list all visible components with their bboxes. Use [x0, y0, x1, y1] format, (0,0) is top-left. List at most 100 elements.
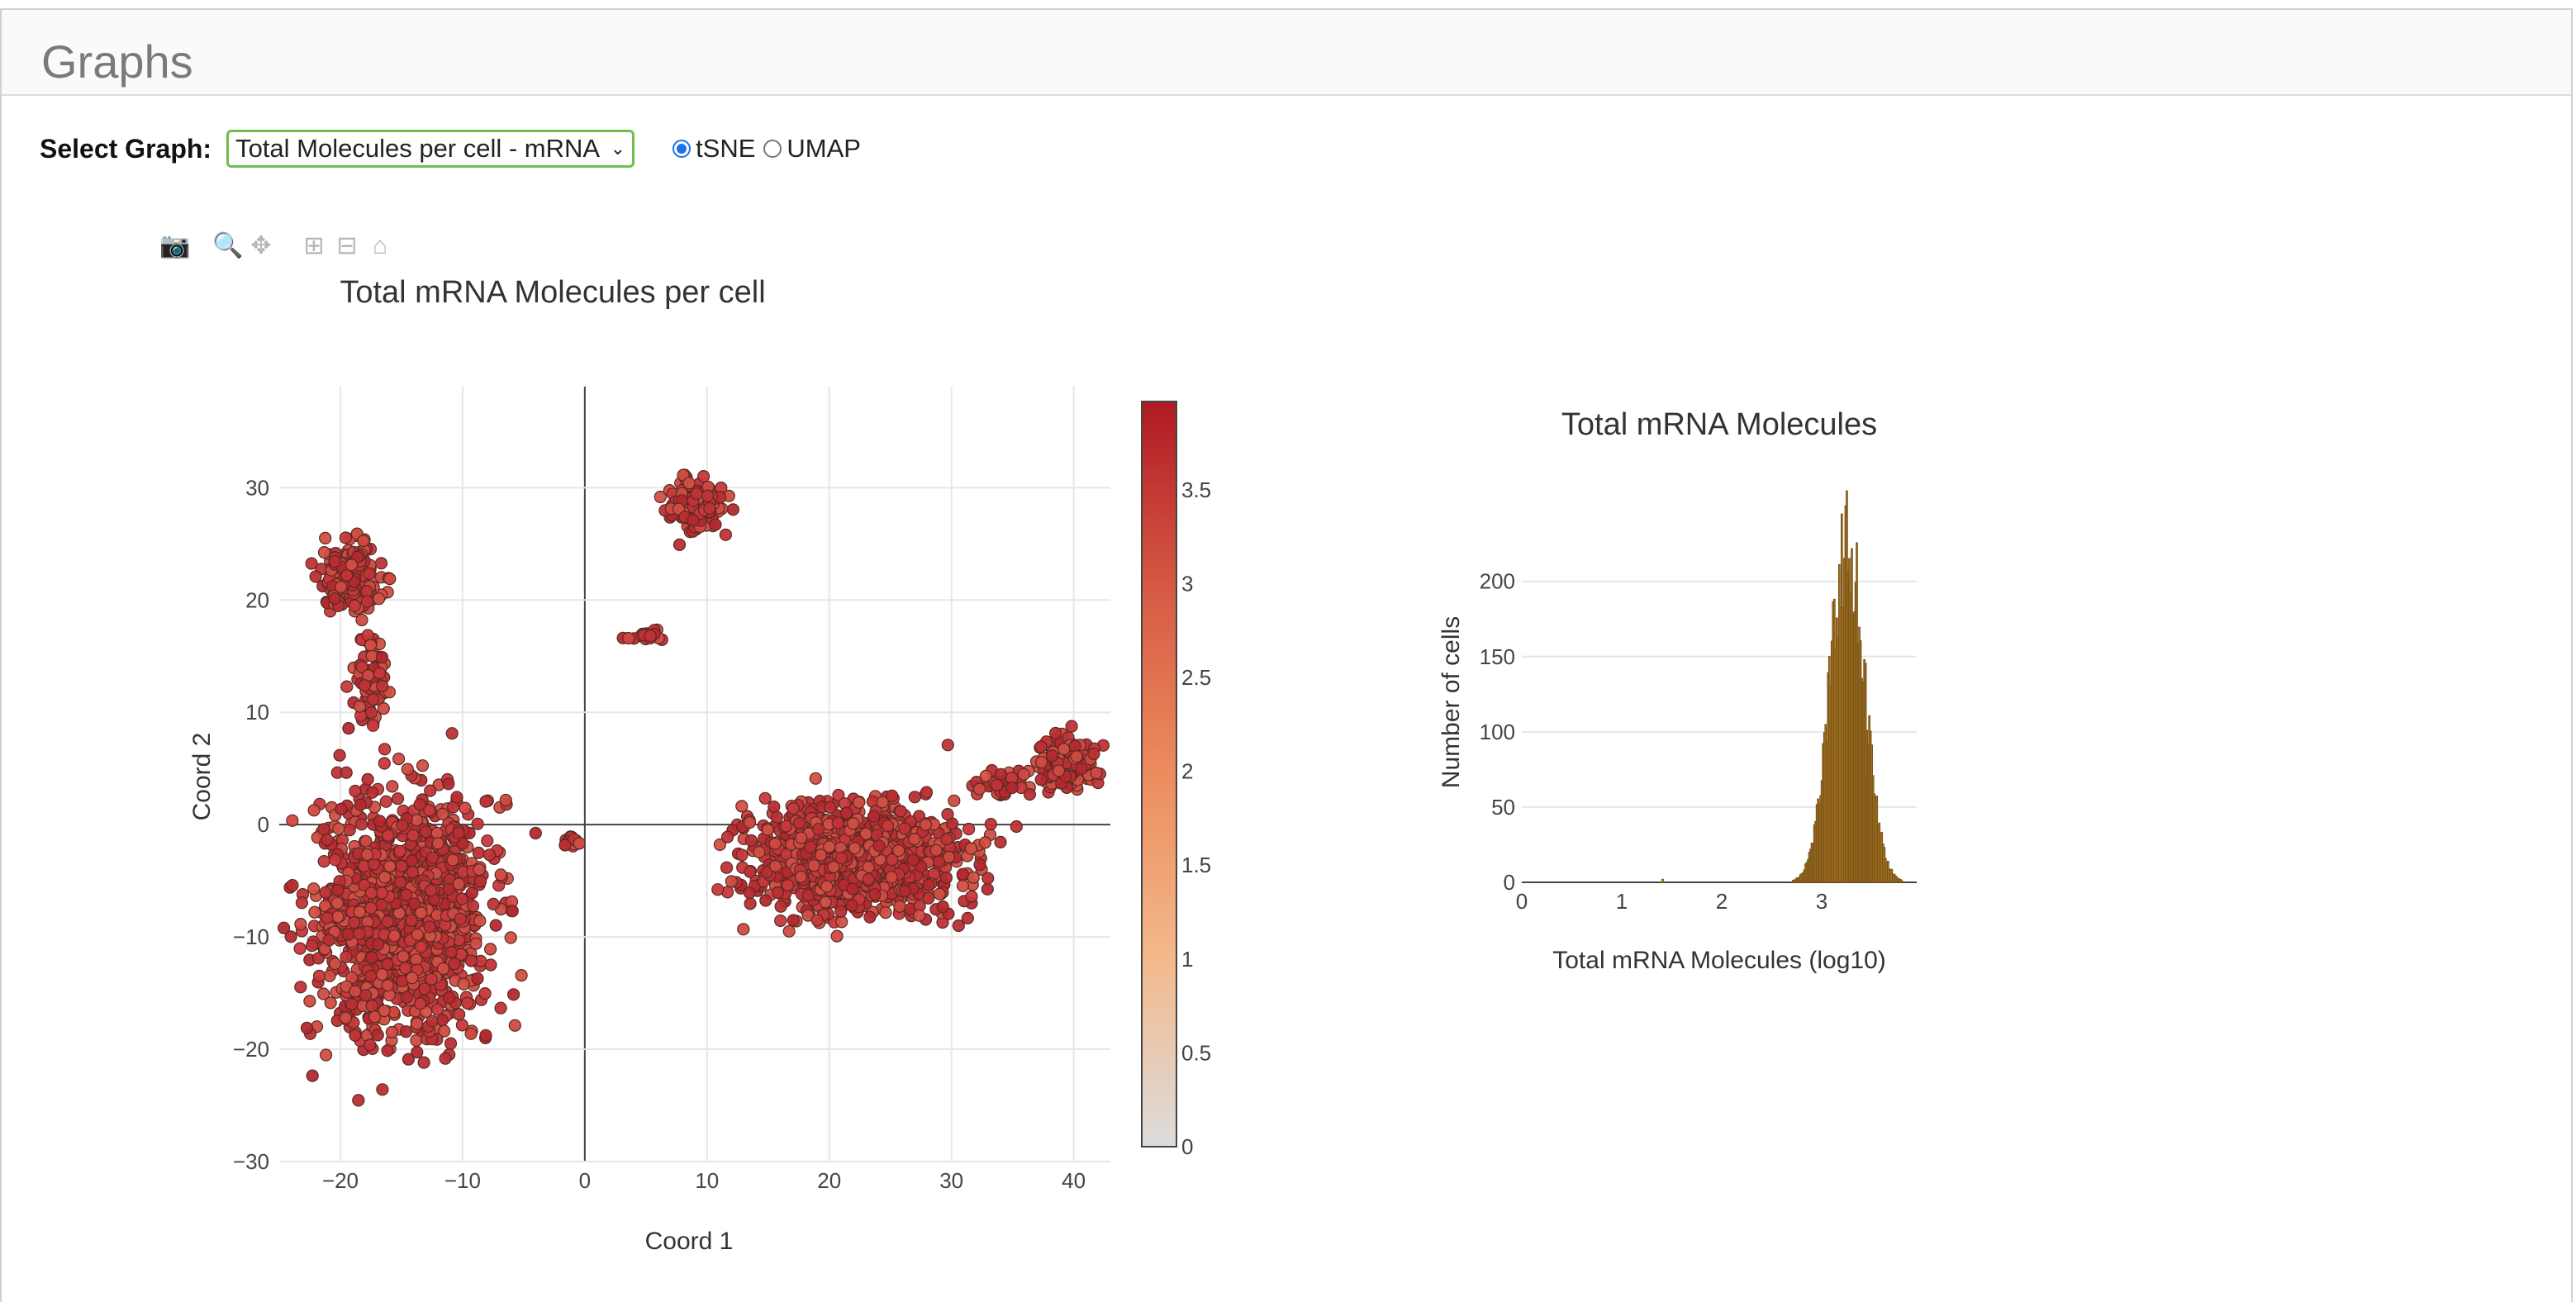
- scatter-point: [529, 826, 542, 840]
- scatter-point: [472, 846, 485, 859]
- scatter-point: [317, 823, 330, 836]
- x-axis-label: Coord 1: [645, 1228, 734, 1255]
- scatter-point: [425, 972, 438, 986]
- scatter-point: [489, 919, 502, 932]
- scatter-point: [393, 844, 406, 858]
- scatter-point: [991, 778, 1004, 791]
- scatter-point: [743, 815, 757, 829]
- scatter-point: [439, 1052, 452, 1065]
- scatter-point: [293, 942, 307, 955]
- scatter-point: [703, 501, 716, 516]
- scatter-point: [787, 801, 800, 815]
- y-tick-label: −30: [233, 1149, 269, 1174]
- select-graph-dropdown[interactable]: Total Molecules per cell - mRNA ⌄: [226, 130, 635, 168]
- scatter-point: [473, 914, 487, 928]
- scatter-point: [305, 557, 318, 570]
- scatter-point: [419, 825, 433, 839]
- scatter-point: [340, 950, 353, 963]
- scatter-point: [894, 805, 907, 818]
- scatter-point: [932, 855, 946, 868]
- histogram-bars: [1661, 490, 1903, 883]
- scatter-point: [862, 872, 875, 886]
- colorbar-tick-label: 0: [1181, 1134, 1193, 1159]
- scatter-point: [401, 763, 414, 776]
- scatter-point: [881, 819, 895, 833]
- scatter-point: [1048, 726, 1062, 740]
- scatter-point: [358, 679, 372, 692]
- scatter-point: [317, 854, 330, 868]
- scatter-point: [994, 835, 1007, 849]
- scatter-point: [893, 900, 906, 913]
- scatter-point: [820, 880, 834, 893]
- scatter-point: [340, 568, 354, 582]
- scatter-point: [319, 531, 332, 545]
- scatter-point: [933, 887, 946, 900]
- scatter-point: [345, 997, 359, 1011]
- scatter-point: [425, 1015, 439, 1028]
- scatter-point: [807, 859, 820, 872]
- x-tick-label: 10: [695, 1168, 719, 1193]
- scatter-point: [365, 951, 378, 964]
- scatter-point: [294, 917, 307, 931]
- scatter-point: [286, 878, 299, 892]
- scatter-point: [357, 534, 370, 548]
- scatter-point: [414, 940, 428, 953]
- scatter-point: [478, 986, 492, 1000]
- colorbar-tick-label: 3.5: [1181, 478, 1211, 502]
- camera-icon[interactable]: 📷: [159, 232, 191, 259]
- scatter-point: [417, 1056, 430, 1069]
- scatter-point: [430, 826, 444, 840]
- scatter-point: [308, 905, 321, 919]
- scatter-point: [473, 862, 486, 877]
- scatter-point: [726, 503, 740, 516]
- scatter-point: [853, 796, 866, 810]
- scatter-point: [919, 818, 933, 831]
- scatter-point: [376, 1083, 389, 1096]
- scatter-point: [411, 1045, 424, 1059]
- scatter-point: [1057, 743, 1071, 756]
- scatter-point: [424, 784, 437, 797]
- scatter-point: [365, 786, 379, 799]
- scatter-point: [499, 793, 512, 807]
- scatter-point: [386, 780, 399, 793]
- y-tick-label: 30: [245, 475, 269, 500]
- scatter-point: [774, 900, 787, 913]
- radio-umap-button[interactable]: [763, 140, 782, 158]
- radio-tsne-button[interactable]: [673, 140, 692, 158]
- scatter-point: [709, 518, 722, 531]
- scatter-point: [406, 972, 419, 985]
- y-tick-label: 20: [245, 587, 269, 612]
- scatter-point: [827, 860, 840, 874]
- scatter-point: [1087, 748, 1100, 761]
- y-tick-label: 0: [258, 812, 269, 837]
- pan-icon[interactable]: ✥: [250, 232, 272, 259]
- scatter-point: [466, 900, 480, 913]
- scatter-points: [278, 468, 1110, 1107]
- radio-umap[interactable]: UMAP: [763, 134, 864, 164]
- scatter-point: [737, 923, 750, 936]
- scatter-point: [381, 957, 394, 971]
- y-axis-label: Number of cells: [1438, 616, 1465, 788]
- zoom-icon[interactable]: 🔍: [212, 232, 244, 259]
- radio-tsne[interactable]: tSNE: [673, 134, 758, 164]
- scatter-point: [1074, 763, 1088, 776]
- scatter-point: [448, 957, 461, 971]
- scatter-point: [863, 910, 877, 924]
- scatter-point: [481, 834, 494, 848]
- zoom-out-icon[interactable]: ⊟: [336, 232, 358, 259]
- zoom-in-icon[interactable]: ⊞: [303, 232, 325, 259]
- x-tick-label: 30: [939, 1168, 963, 1193]
- scatter-point: [811, 823, 825, 836]
- scatter-point: [654, 490, 667, 504]
- scatter-point: [317, 545, 331, 559]
- scatter-point: [442, 882, 455, 896]
- home-icon[interactable]: ⌂: [372, 231, 388, 259]
- scatter-point: [411, 1017, 424, 1030]
- scatter-point: [744, 834, 758, 848]
- scatter-point: [332, 822, 345, 835]
- scatter-point: [418, 982, 431, 996]
- scatter-point: [377, 701, 390, 715]
- scatter-point: [411, 928, 424, 942]
- scatter-point: [360, 585, 373, 598]
- scatter-point: [787, 914, 800, 927]
